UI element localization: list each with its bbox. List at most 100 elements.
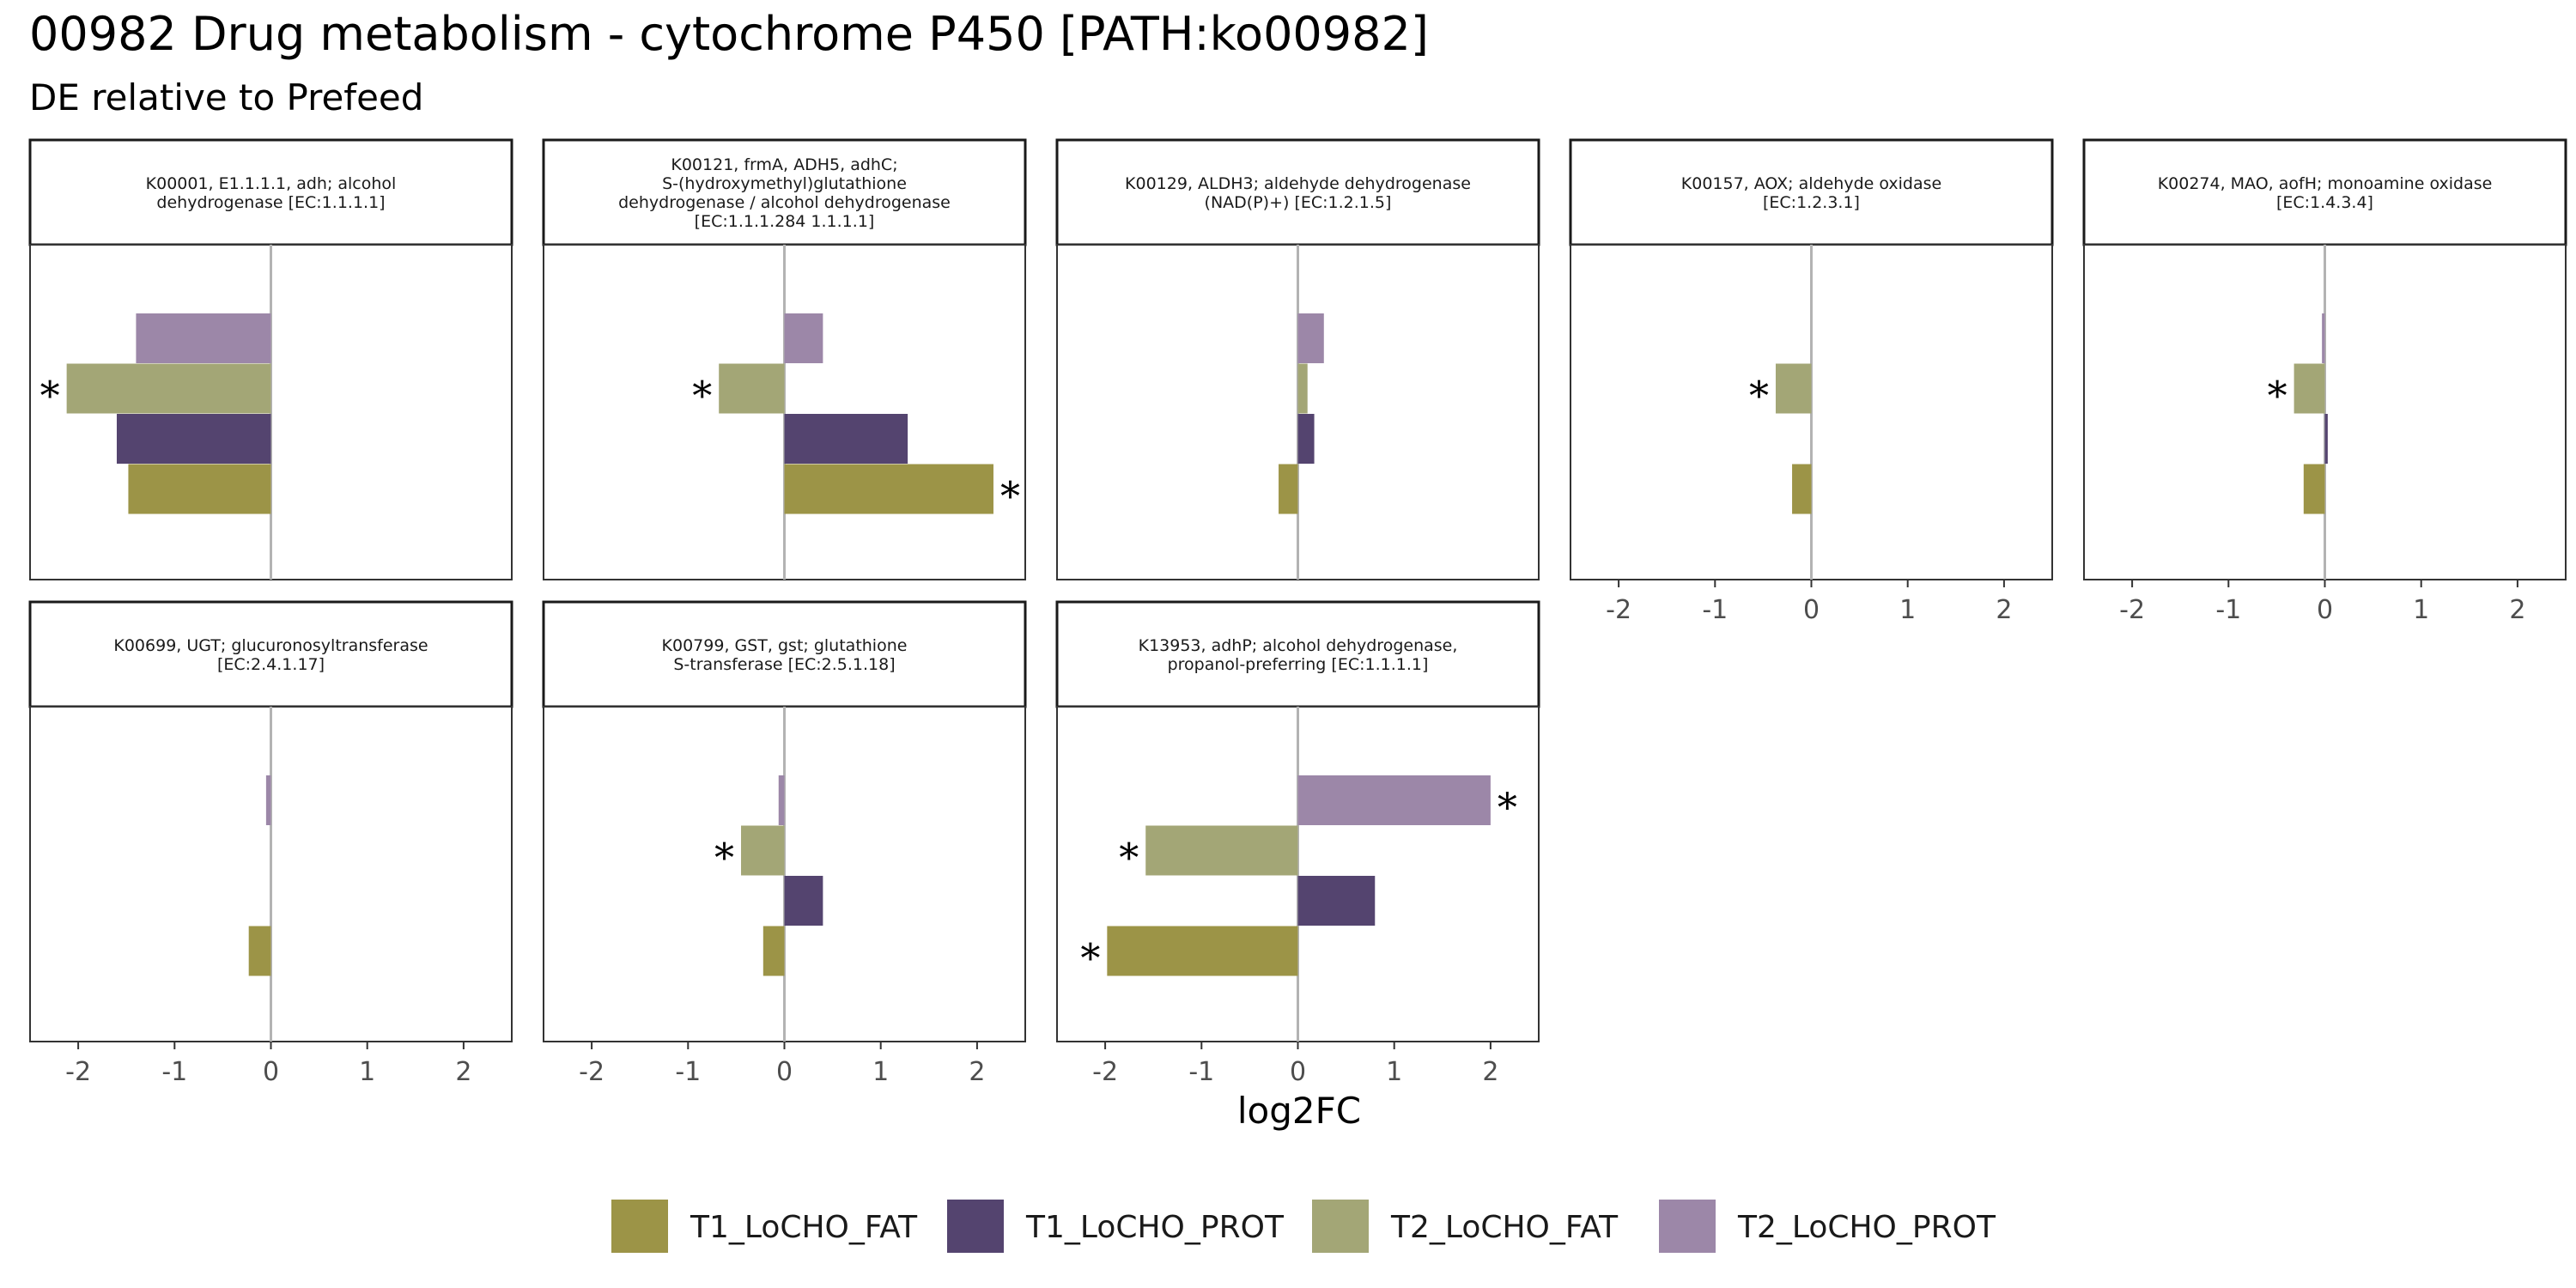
x-tick-label: -1 <box>675 1057 701 1087</box>
facet-panel: K00699, UGT; glucuronosyltransferase[EC:… <box>28 600 513 1087</box>
facet-strip <box>28 138 513 246</box>
x-tick-label: -1 <box>1188 1057 1214 1087</box>
facet-strip-label: K00001, E1.1.1.1, adh; alcohol <box>146 174 397 193</box>
significance-marker: * <box>692 373 712 419</box>
x-tick-label: 0 <box>2317 595 2333 625</box>
legend-item: T1_LoCHO_PROT <box>947 1200 1285 1253</box>
legend-item: T2_LoCHO_FAT <box>1312 1200 1619 1253</box>
legend-item: T1_LoCHO_FAT <box>611 1200 918 1253</box>
facet-panel: K00121, frmA, ADH5, adhC;S-(hydroxymethy… <box>542 138 1027 580</box>
bar-t1-locho-prot <box>784 414 908 464</box>
x-tick-label: -2 <box>1092 1057 1118 1087</box>
facet-strip-label: dehydrogenase / alcohol dehydrogenase <box>618 193 951 212</box>
bar-t1-locho-prot <box>784 876 823 926</box>
legend-label: T1_LoCHO_PROT <box>1025 1210 1285 1245</box>
significance-marker: * <box>1498 784 1517 830</box>
significance-marker: * <box>1749 373 1769 419</box>
bar-t1-locho-fat <box>128 464 271 514</box>
x-tick-label: 2 <box>1482 1057 1498 1087</box>
bar-t2-locho-prot <box>778 775 785 825</box>
legend-label: T2_LoCHO_FAT <box>1390 1210 1619 1245</box>
facet-panel: K00799, GST, gst; glutathioneS-transfera… <box>542 600 1027 1087</box>
facet-strip-label: S-transferase [EC:2.5.1.18] <box>673 655 895 674</box>
x-tick-label: 0 <box>1290 1057 1306 1087</box>
facet-strip-label: [EC:1.4.3.4] <box>2276 193 2373 212</box>
x-tick-label: 2 <box>455 1057 471 1087</box>
bar-t1-locho-fat <box>762 926 785 976</box>
bar-t1-locho-fat <box>1279 464 1298 514</box>
facet-strip-label: (NAD(P)+) [EC:1.2.1.5] <box>1205 193 1392 212</box>
facet-strip-label: K00799, GST, gst; glutathione <box>662 636 908 655</box>
legend-key <box>1312 1200 1369 1253</box>
facet-strip-label: propanol-preferring [EC:1.1.1.1] <box>1168 655 1429 674</box>
bar-t1-locho-fat <box>2303 464 2325 514</box>
x-tick-label: -1 <box>1702 595 1728 625</box>
bar-t1-locho-prot <box>1297 414 1315 464</box>
legend-label: T1_LoCHO_FAT <box>690 1210 918 1245</box>
x-tick-label: -2 <box>65 1057 91 1087</box>
bar-t1-locho-fat <box>248 926 271 976</box>
x-tick-label: 0 <box>1803 595 1820 625</box>
facet-strip-label: [EC:1.1.1.284 1.1.1.1] <box>695 212 875 231</box>
x-tick-label: 2 <box>969 1057 985 1087</box>
x-tick-label: -2 <box>579 1057 605 1087</box>
facet-strip-label: [EC:2.4.1.17] <box>217 655 325 674</box>
bar-t2-locho-fat <box>741 825 785 876</box>
facet-strip <box>1055 138 1540 246</box>
x-tick-label: 1 <box>2413 595 2429 625</box>
bar-t2-locho-prot <box>1297 313 1324 363</box>
x-axis-title: log2FC <box>1237 1090 1361 1132</box>
bar-t2-locho-fat <box>1145 825 1298 876</box>
facet-panel: K00157, AOX; aldehyde oxidase[EC:1.2.3.1… <box>1569 138 2054 625</box>
bar-t2-locho-prot <box>2322 313 2325 363</box>
x-tick-label: -1 <box>161 1057 187 1087</box>
facet-strip <box>1569 138 2054 246</box>
facet-strip-label: K13953, adhP; alcohol dehydrogenase, <box>1139 636 1458 655</box>
facet-strip-label: dehydrogenase [EC:1.1.1.1] <box>156 193 385 212</box>
bar-t1-locho-prot <box>1297 876 1376 926</box>
bar-t2-locho-fat <box>2293 363 2325 414</box>
facet-strip-label: [EC:1.2.3.1] <box>1763 193 1860 212</box>
x-tick-label: -1 <box>2215 595 2241 625</box>
significance-marker: * <box>1119 835 1139 881</box>
chart-title: 00982 Drug metabolism - cytochrome P450 … <box>29 7 1429 61</box>
x-tick-label: 0 <box>263 1057 279 1087</box>
x-tick-label: 2 <box>1996 595 2012 625</box>
facet-strip <box>542 600 1027 708</box>
chart-subtitle: DE relative to Prefeed <box>29 76 423 118</box>
facet-panel: K00001, E1.1.1.1, adh; alcoholdehydrogen… <box>28 138 513 580</box>
legend-key <box>1659 1200 1716 1253</box>
facet-panel: K00274, MAO, aofH; monoamine oxidase[EC:… <box>2082 138 2567 625</box>
x-tick-label: 2 <box>2509 595 2525 625</box>
facet-strip-label: K00129, ALDH3; aldehyde dehydrogenase <box>1125 174 1471 193</box>
significance-marker: * <box>714 835 734 881</box>
facet-strip-label: K00121, frmA, ADH5, adhC; <box>671 155 897 174</box>
x-tick-label: 0 <box>776 1057 793 1087</box>
facet-panel: K13953, adhP; alcohol dehydrogenase,prop… <box>1055 600 1540 1087</box>
facet-strip-label: K00699, UGT; glucuronosyltransferase <box>113 636 428 655</box>
facet-strip-label: K00157, AOX; aldehyde oxidase <box>1681 174 1941 193</box>
legend: T1_LoCHO_FAT T1_LoCHO_PROT T2_LoCHO_FAT T2_… <box>611 1200 1996 1253</box>
bar-t2-locho-fat <box>1775 363 1812 414</box>
bar-t2-locho-prot <box>784 313 823 363</box>
x-tick-label: 1 <box>872 1057 889 1087</box>
bar-t2-locho-fat <box>1297 363 1308 414</box>
legend-item: T2_LoCHO_PROT <box>1659 1200 1996 1253</box>
x-tick-label: 1 <box>359 1057 375 1087</box>
bar-t2-locho-prot <box>265 775 271 825</box>
facet-strip <box>2082 138 2567 246</box>
significance-marker: * <box>40 373 60 419</box>
x-tick-label: -2 <box>1606 595 1631 625</box>
x-tick-label: 1 <box>1386 1057 1402 1087</box>
facet-panel: K00129, ALDH3; aldehyde dehydrogenase(NA… <box>1055 138 1540 580</box>
bar-t1-locho-fat <box>1792 464 1812 514</box>
legend-label: T2_LoCHO_PROT <box>1737 1210 1996 1245</box>
x-tick-label: 1 <box>1899 595 1916 625</box>
bar-t1-locho-prot <box>116 414 271 464</box>
bar-t2-locho-prot <box>136 313 271 363</box>
facet-strip-label: K00274, MAO, aofH; monoamine oxidase <box>2158 174 2493 193</box>
bar-t1-locho-prot <box>2324 414 2328 464</box>
bar-t2-locho-prot <box>1297 775 1491 825</box>
significance-marker: * <box>1080 935 1100 981</box>
